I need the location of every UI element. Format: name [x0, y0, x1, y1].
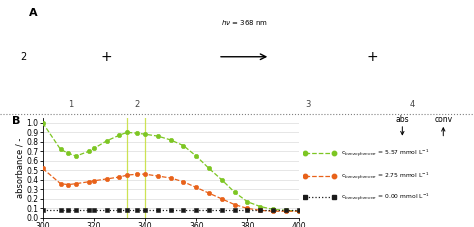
- Text: B: B: [12, 116, 20, 126]
- Text: 1: 1: [68, 100, 74, 109]
- Text: $h\nu$ = 368 nm: $h\nu$ = 368 nm: [221, 18, 267, 27]
- Text: +: +: [366, 50, 378, 64]
- Text: 4: 4: [410, 100, 415, 109]
- Text: c$_{benzophenone}$ = 0.00 mmol L$^{-1}$: c$_{benzophenone}$ = 0.00 mmol L$^{-1}$: [341, 191, 429, 203]
- Text: abs: abs: [395, 115, 409, 123]
- Y-axis label: absorbance / -: absorbance / -: [15, 138, 24, 198]
- Text: conv: conv: [434, 115, 452, 123]
- Text: c$_{benzophenone}$ = 2.75 mmol L$^{-1}$: c$_{benzophenone}$ = 2.75 mmol L$^{-1}$: [341, 170, 429, 182]
- Text: c$_{benzophenone}$ = 5.57 mmol L$^{-1}$: c$_{benzophenone}$ = 5.57 mmol L$^{-1}$: [341, 147, 429, 159]
- Text: A: A: [28, 8, 37, 18]
- Text: 2: 2: [20, 52, 26, 62]
- Text: 3: 3: [305, 100, 311, 109]
- Text: 2: 2: [135, 100, 140, 109]
- Text: +: +: [101, 50, 112, 64]
